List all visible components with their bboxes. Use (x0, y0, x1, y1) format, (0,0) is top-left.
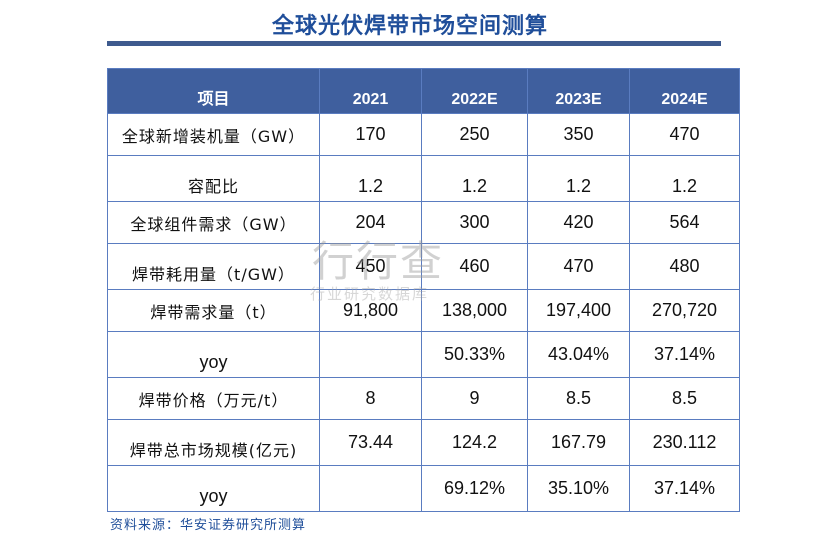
title-underline (107, 41, 721, 46)
table-cell: 1.2 (421, 155, 528, 202)
table-cell: 250 (421, 113, 528, 156)
table-cell: 350 (527, 113, 630, 156)
table-cell: 50.33% (421, 331, 528, 378)
table-row: 焊带需求量（t） 91,800 138,000 197,400 270,720 (107, 289, 740, 332)
table-cell: 69.12% (421, 465, 528, 512)
table-cell: 8.5 (629, 377, 740, 420)
page-title: 全球光伏焊带市场空间测算 (271, 13, 548, 39)
table-cell: 1.2 (319, 155, 422, 202)
table-cell: 8 (319, 377, 422, 420)
table-cell: 450 (319, 243, 422, 290)
source-note: 资料来源：华安证券研究所测算 (110, 518, 307, 533)
row-label: 全球组件需求（GW） (107, 201, 320, 244)
table-cell: 124.2 (421, 419, 528, 466)
table-cell: 167.79 (527, 419, 630, 466)
table-row: 焊带总市场规模(亿元) 73.44 124.2 167.79 230.112 (107, 419, 740, 466)
table-cell: 8.5 (527, 377, 630, 420)
header-2024e: 2024E (629, 68, 740, 114)
table-cell: 1.2 (629, 155, 740, 202)
table-cell: 470 (527, 243, 630, 290)
table-header-row: 项目 2021 2022E 2023E 2024E (107, 68, 740, 114)
table-cell: 460 (421, 243, 528, 290)
row-label: yoy (107, 465, 320, 512)
table-cell: 564 (629, 201, 740, 244)
table-cell: 35.10% (527, 465, 630, 512)
header-2021: 2021 (319, 68, 422, 114)
table-cell (319, 465, 422, 512)
header-2022e: 2022E (421, 68, 528, 114)
table-row: 焊带价格（万元/t） 8 9 8.5 8.5 (107, 377, 740, 420)
header-item: 项目 (107, 68, 320, 114)
row-label: 焊带耗用量（t/GW） (107, 243, 320, 290)
table-cell: 197,400 (527, 289, 630, 332)
table-cell: 300 (421, 201, 528, 244)
table-cell: 73.44 (319, 419, 422, 466)
table-row: 焊带耗用量（t/GW） 450 460 470 480 (107, 243, 740, 290)
table-cell: 204 (319, 201, 422, 244)
table-cell: 1.2 (527, 155, 630, 202)
row-label: 焊带价格（万元/t） (107, 377, 320, 420)
row-label: 容配比 (107, 155, 320, 202)
table-cell (319, 331, 422, 378)
table-cell: 480 (629, 243, 740, 290)
table-cell: 138,000 (421, 289, 528, 332)
table-cell: 230.112 (629, 419, 740, 466)
table-row: 全球组件需求（GW） 204 300 420 564 (107, 201, 740, 244)
row-label: 焊带总市场规模(亿元) (107, 419, 320, 466)
table-cell: 170 (319, 113, 422, 156)
row-label: 全球新增装机量（GW） (107, 113, 320, 156)
table-cell: 37.14% (629, 465, 740, 512)
table-cell: 9 (421, 377, 528, 420)
table-cell: 270,720 (629, 289, 740, 332)
table-cell: 43.04% (527, 331, 630, 378)
table-cell: 470 (629, 113, 740, 156)
table-row: 全球新增装机量（GW） 170 250 350 470 (107, 113, 740, 156)
row-label: yoy (107, 331, 320, 378)
table-cell: 420 (527, 201, 630, 244)
market-size-table: 项目 2021 2022E 2023E 2024E 全球新增装机量（GW） 17… (107, 68, 740, 512)
table-row: 容配比 1.2 1.2 1.2 1.2 (107, 155, 740, 202)
header-2023e: 2023E (527, 68, 630, 114)
row-label: 焊带需求量（t） (107, 289, 320, 332)
table-cell: 37.14% (629, 331, 740, 378)
table-cell: 91,800 (319, 289, 422, 332)
table-row: yoy 69.12% 35.10% 37.14% (107, 465, 740, 512)
table-row: yoy 50.33% 43.04% 37.14% (107, 331, 740, 378)
